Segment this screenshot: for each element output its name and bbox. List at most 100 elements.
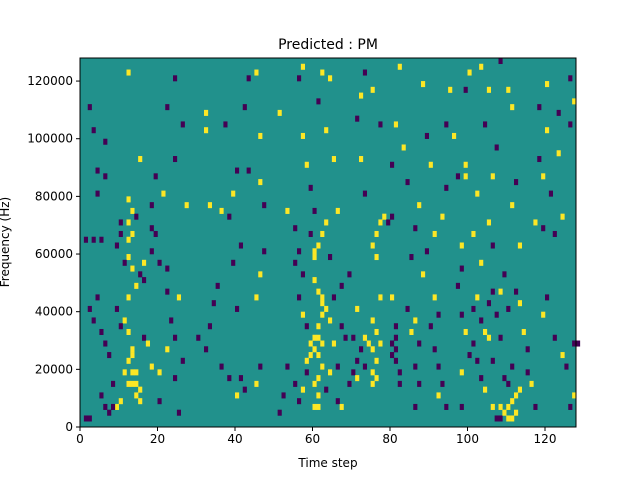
heatmap-cell bbox=[514, 392, 519, 399]
heatmap-cell bbox=[219, 363, 224, 370]
heatmap-cell bbox=[568, 121, 573, 128]
heatmap-cell bbox=[413, 317, 418, 324]
x-axis: 0 20 40 60 80 100 120 bbox=[76, 427, 556, 446]
heatmap-cell bbox=[502, 409, 507, 416]
heatmap-cell bbox=[409, 328, 414, 335]
heatmap-cell bbox=[153, 173, 158, 180]
heatmap-cell bbox=[114, 305, 120, 312]
y-tick-label: 20000 bbox=[35, 362, 73, 376]
heatmap-cell bbox=[312, 248, 317, 255]
heatmap-cell bbox=[502, 271, 507, 278]
heatmap-cell bbox=[331, 156, 337, 163]
heatmap-cell bbox=[382, 213, 387, 220]
heatmap-cell bbox=[134, 380, 139, 387]
heatmap-cell bbox=[560, 352, 565, 359]
heatmap-cell bbox=[231, 190, 236, 197]
heatmap-cell bbox=[370, 369, 375, 376]
heatmap-cell bbox=[285, 363, 290, 370]
heatmap-cell bbox=[165, 104, 170, 111]
heatmap-cell bbox=[490, 403, 495, 410]
heatmap-cell bbox=[483, 121, 488, 128]
y-tick-label: 0 bbox=[65, 420, 73, 434]
heatmap-cell bbox=[122, 369, 127, 376]
heatmap-cell bbox=[521, 328, 526, 335]
heatmap-cell bbox=[390, 294, 395, 301]
heatmap-cell bbox=[145, 340, 151, 347]
heatmap-cell bbox=[204, 127, 209, 134]
heatmap-cell bbox=[552, 334, 557, 341]
heatmap-cell bbox=[138, 156, 143, 163]
heatmap-cell bbox=[370, 242, 375, 249]
heatmap-cell bbox=[424, 248, 430, 255]
heatmap-cell bbox=[149, 202, 154, 209]
heatmap-cell bbox=[304, 161, 309, 168]
heatmap-cell bbox=[413, 225, 418, 232]
heatmap-cell bbox=[343, 334, 348, 341]
heatmap-cell bbox=[576, 340, 581, 347]
heatmap-cell bbox=[242, 386, 247, 393]
heatmap-cell bbox=[475, 357, 480, 364]
heatmap-cell bbox=[386, 219, 391, 226]
heatmap-cell bbox=[142, 334, 147, 341]
heatmap-cell bbox=[258, 179, 263, 186]
heatmap-cell bbox=[514, 179, 519, 186]
heatmap-cell bbox=[246, 167, 251, 174]
heatmap-cell bbox=[173, 334, 178, 341]
heatmap-cell bbox=[324, 127, 329, 134]
heatmap-cell bbox=[126, 196, 131, 203]
heatmap-cell bbox=[335, 207, 340, 214]
heatmap-cell bbox=[475, 190, 480, 197]
heatmap-cell bbox=[393, 357, 399, 364]
heatmap-cell bbox=[459, 403, 464, 410]
heatmap-cell bbox=[246, 75, 251, 82]
heatmap-cell bbox=[126, 236, 131, 243]
heatmap-cell bbox=[258, 363, 263, 370]
heatmap-cell bbox=[459, 369, 464, 376]
heatmap-cell bbox=[316, 242, 321, 249]
heatmap-cell bbox=[142, 259, 147, 266]
heatmap-cell bbox=[165, 265, 170, 272]
heatmap-cell bbox=[471, 230, 476, 237]
heatmap-cell bbox=[138, 398, 143, 405]
heatmap-cell bbox=[254, 69, 259, 76]
heatmap-cell bbox=[320, 363, 325, 370]
heatmap-cell bbox=[506, 380, 511, 387]
heatmap-cell bbox=[297, 75, 302, 82]
heatmap-cell bbox=[568, 403, 573, 410]
heatmap-cell bbox=[95, 167, 100, 174]
heatmap-cell bbox=[545, 127, 550, 134]
heatmap-cell bbox=[459, 265, 464, 272]
heatmap-cell bbox=[463, 161, 468, 168]
heatmap-cell bbox=[432, 346, 437, 353]
heatmap-cell bbox=[142, 277, 147, 284]
heatmap-cell bbox=[316, 323, 321, 330]
heatmap-cell bbox=[157, 398, 162, 405]
heatmap-cell bbox=[107, 409, 112, 416]
heatmap-cell bbox=[436, 311, 441, 318]
heatmap-cell bbox=[463, 173, 468, 180]
heatmap-cell bbox=[103, 340, 108, 347]
heatmap-cell bbox=[254, 294, 259, 301]
heatmap-cell bbox=[300, 386, 306, 393]
heatmap-cell bbox=[417, 380, 422, 387]
heatmap-cell bbox=[103, 138, 108, 145]
heatmap-cell bbox=[219, 207, 224, 214]
heatmap-cell bbox=[494, 144, 499, 151]
heatmap-cell bbox=[262, 202, 267, 209]
heatmap-cell bbox=[308, 184, 313, 191]
heatmap-cell bbox=[95, 190, 100, 197]
heatmap-cell bbox=[355, 305, 360, 312]
heatmap-cell bbox=[285, 207, 290, 214]
heatmap-cell bbox=[138, 271, 143, 278]
heatmap-cell bbox=[312, 380, 317, 387]
heatmap-cell bbox=[118, 398, 123, 405]
heatmap-cell bbox=[99, 392, 104, 399]
heatmap-cell bbox=[157, 259, 162, 266]
heatmap-cell bbox=[548, 190, 554, 197]
heatmap-cell bbox=[556, 109, 561, 116]
heatmap-cell bbox=[455, 282, 461, 289]
heatmap-cells bbox=[83, 58, 581, 422]
heatmap-cell bbox=[390, 161, 395, 168]
heatmap-cell bbox=[393, 334, 399, 341]
